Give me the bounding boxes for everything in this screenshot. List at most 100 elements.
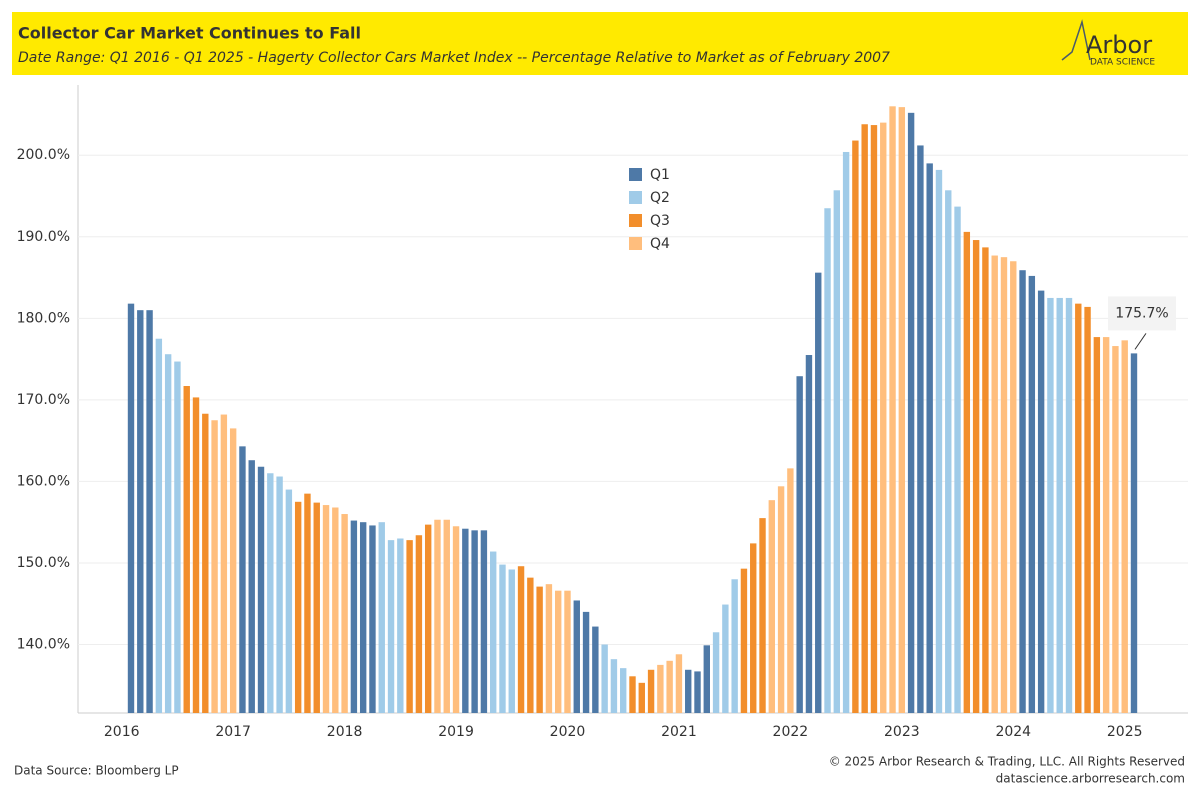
bar [294,501,302,713]
bar [833,190,841,713]
bar [452,526,460,713]
header-band [12,12,1188,75]
bar [1037,290,1045,713]
bar [239,446,246,713]
bar [555,590,562,713]
bar [508,569,515,713]
bar [489,551,497,713]
bar [517,566,525,713]
bar [545,584,553,713]
bar [1000,257,1008,713]
bar [610,659,618,713]
x-tick-label: 2022 [773,724,809,740]
y-tick-label: 160.0% [17,473,70,489]
bar [592,626,599,713]
bar [202,413,209,713]
bar [1121,340,1128,713]
bar [1010,261,1017,713]
bar [907,112,915,713]
bar [750,543,757,713]
bar [963,231,971,713]
bar [527,577,534,713]
bar [1065,297,1073,713]
bar [1084,306,1091,713]
bar [898,107,906,714]
bar [870,125,878,713]
bar [712,632,720,713]
x-tick-label: 2018 [327,724,363,740]
chart-subtitle: Date Range: Q1 2016 - Q1 2025 - Hagerty … [18,50,890,66]
bar [675,654,683,713]
bar [694,671,701,713]
bar [1019,270,1026,713]
legend-label: Q1 [650,167,670,183]
bar [229,428,237,713]
bar [777,486,785,713]
bar [1056,297,1063,713]
legend-swatch [629,214,642,227]
x-tick-label: 2025 [1107,724,1143,740]
bar [211,420,218,713]
bar [192,397,200,713]
bar [359,522,367,713]
bar [220,414,228,713]
source: Data Source: Bloomberg LP [14,764,179,778]
bar [815,272,822,713]
bar [935,169,943,713]
bar [861,124,868,714]
bar [276,476,283,713]
x-tick-label: 2021 [661,724,697,740]
bar [462,528,469,713]
bar [685,669,692,713]
bar [564,590,571,713]
bar [852,140,859,713]
legend-label: Q3 [650,213,670,229]
legend-swatch [629,237,642,250]
bar [397,538,404,713]
y-tick-label: 140.0% [17,637,70,653]
bar [1075,303,1082,713]
bar [257,466,265,713]
bar [824,208,831,713]
chart-title: Collector Car Market Continues to Fall [18,24,361,43]
bar [889,106,896,713]
legend-swatch [629,168,642,181]
x-tick-label: 2017 [215,724,251,740]
bar [164,354,172,713]
legend-swatch [629,191,642,204]
bar [991,255,998,713]
bar [480,530,488,713]
bar [424,524,432,713]
bar [1047,297,1054,713]
y-tick-label: 190.0% [17,229,70,245]
legend-label: Q4 [650,236,670,252]
bar [759,518,766,713]
bar [341,514,348,713]
bar [350,520,358,713]
bar [722,604,729,713]
bar [954,206,961,713]
bar [313,502,320,713]
bar [1112,346,1119,713]
bar [285,489,293,713]
bar [796,376,803,713]
x-tick-label: 2016 [104,724,140,740]
bar [378,522,385,713]
bar [703,645,710,713]
bar [267,473,274,713]
bar [620,668,627,713]
bar [657,664,664,713]
bar [536,586,543,713]
bar [174,361,181,713]
bar [573,600,580,713]
bar [880,122,887,713]
bar [369,525,376,713]
x-tick-label: 2024 [995,724,1031,740]
y-tick-label: 180.0% [17,310,70,326]
bar [629,676,636,713]
bar [304,493,311,713]
copyright: © 2025 Arbor Research & Trading, LLC. Al… [829,755,1185,769]
bar [972,240,980,714]
bar [434,519,441,713]
